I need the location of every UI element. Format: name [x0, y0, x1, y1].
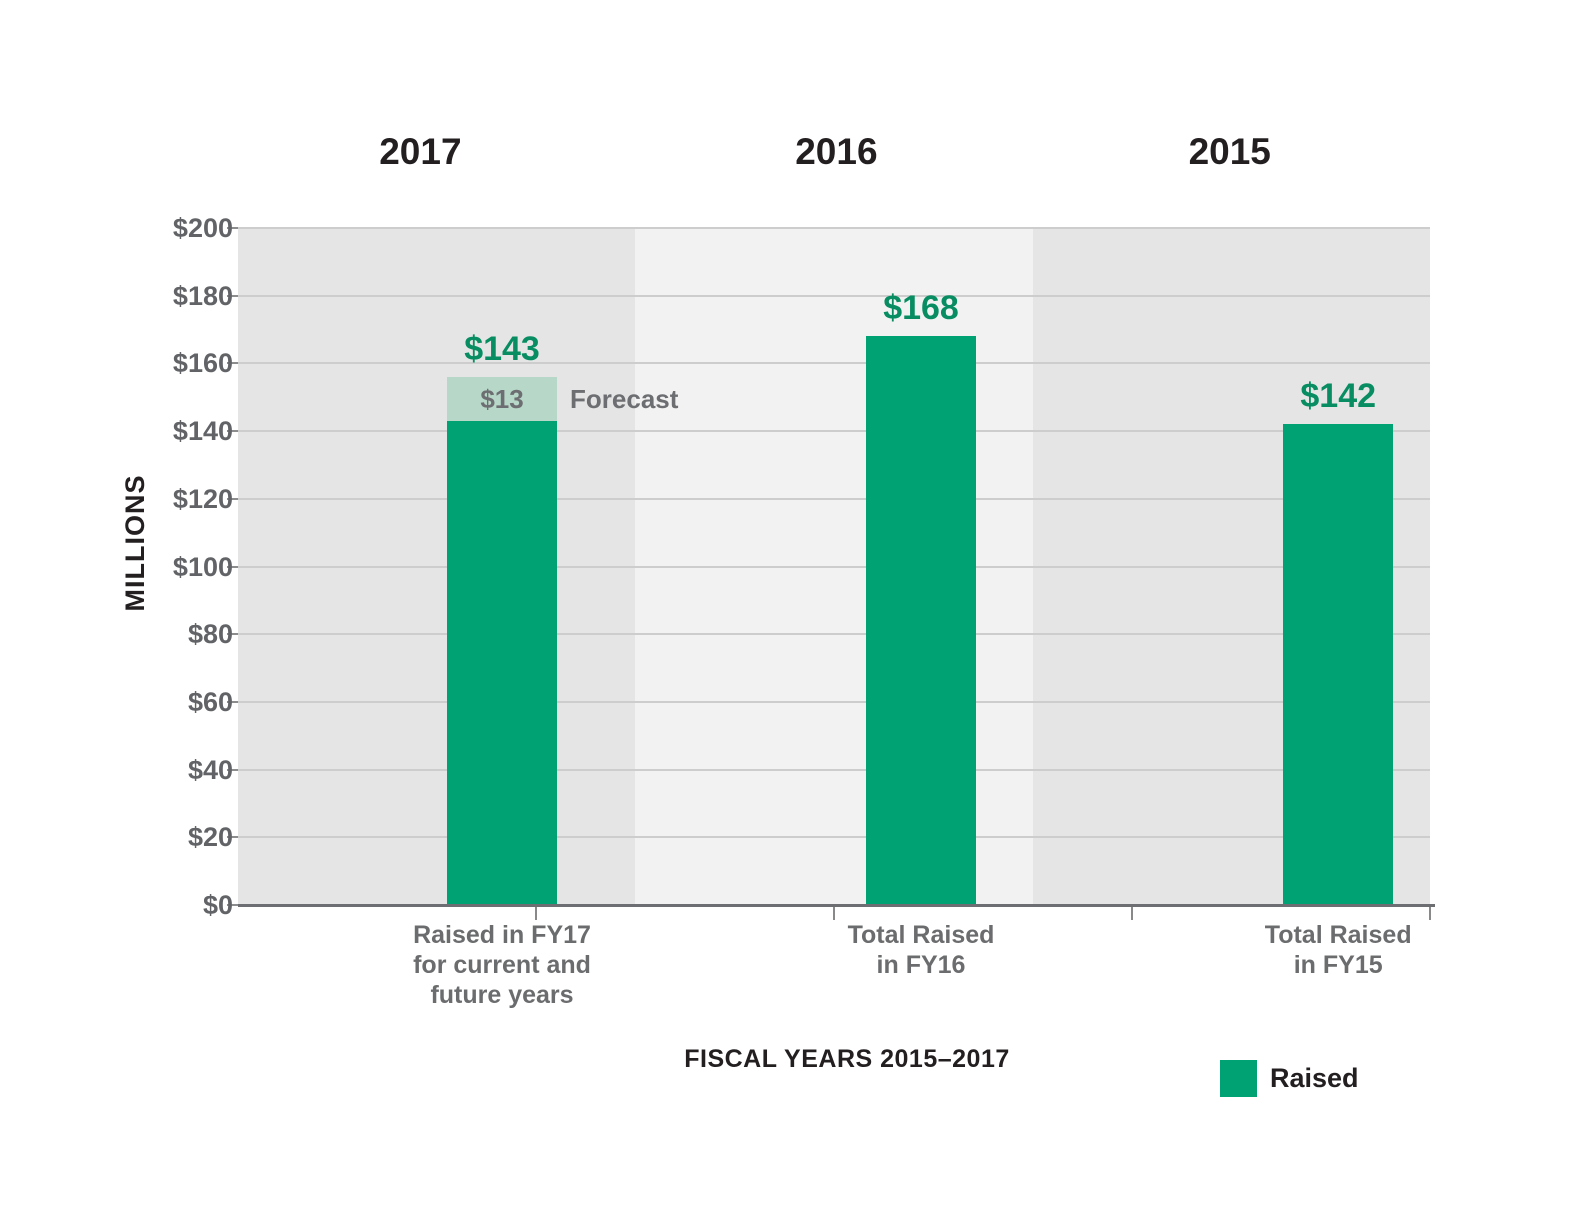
category-label: Total Raised in FY16: [847, 921, 995, 979]
bar: [447, 420, 558, 905]
bar-value-label: $168: [883, 289, 959, 328]
y-tick-label: $40: [187, 754, 233, 785]
year-header: 2016: [795, 131, 878, 172]
bar: [866, 336, 977, 905]
y-axis-tick: [227, 700, 238, 703]
gridline: [238, 430, 1430, 433]
y-axis-tick: [227, 565, 238, 568]
gridline: [238, 227, 1430, 229]
bar: [1283, 424, 1394, 905]
gridline: [238, 836, 1430, 839]
category-label: Total Raised in FY15: [1264, 921, 1412, 979]
bar-value-label: $142: [1300, 377, 1377, 416]
gridline: [238, 565, 1430, 568]
gridline: [238, 700, 1430, 703]
y-axis-tick: [227, 362, 238, 365]
y-axis-tick: [227, 768, 238, 771]
gridline: [238, 497, 1430, 500]
y-axis-tick: [227, 836, 238, 839]
x-axis-tick: [535, 907, 537, 920]
y-axis-tick: [227, 497, 238, 500]
plot-area: $13 Forecast $143 $168 $142: [238, 227, 1430, 905]
x-axis-tick: [1131, 907, 1133, 920]
bar-value-label: $143: [464, 329, 540, 368]
gridline: [238, 362, 1430, 365]
x-axis-tick: [833, 907, 835, 920]
y-axis-tick: [227, 904, 238, 906]
category-label: Raised in FY17 for current and future ye…: [413, 921, 591, 1009]
y-axis-tick: [227, 633, 238, 636]
y-tick-label: $0: [202, 890, 233, 920]
y-axis-title: MILLIONS: [120, 474, 150, 612]
y-tick-label: $120: [172, 483, 233, 514]
y-tick-label: $20: [187, 822, 233, 853]
legend-label: Raised: [1270, 1063, 1359, 1093]
y-axis-tick: [227, 430, 238, 433]
y-axis-tick: [227, 294, 238, 297]
x-axis-title: FISCAL YEARS 2015–2017: [684, 1045, 1010, 1073]
y-tick-label: $160: [172, 348, 233, 379]
gridline: [238, 768, 1430, 771]
forecast-text-label: Forecast: [570, 383, 679, 414]
x-axis-line: [238, 904, 1435, 907]
gridline: [238, 294, 1430, 297]
year-header: 2017: [379, 131, 462, 172]
forecast-segment: [447, 376, 558, 421]
forecast-value-label: $13: [480, 383, 524, 414]
y-tick-label: $140: [172, 416, 233, 447]
y-tick-label: $100: [172, 551, 233, 582]
year-header: 2015: [1188, 131, 1271, 172]
x-axis-tick: [1429, 907, 1431, 920]
y-axis-tick: [227, 227, 238, 229]
gridline: [238, 633, 1430, 636]
y-tick-label: $200: [172, 213, 233, 243]
legend-swatch: [1220, 1060, 1257, 1097]
y-tick-label: $80: [187, 619, 233, 650]
y-tick-label: $60: [187, 686, 233, 717]
y-tick-label: $180: [172, 280, 233, 311]
